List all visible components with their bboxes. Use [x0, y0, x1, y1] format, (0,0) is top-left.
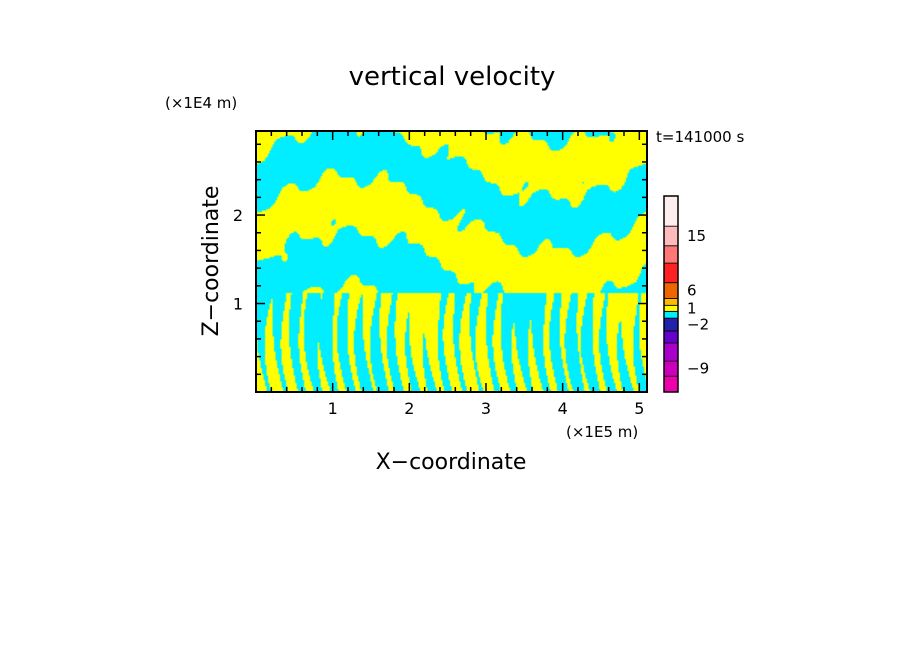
time-label: t=141000 s	[656, 128, 744, 146]
x-axis-label: X−coordinate	[376, 450, 527, 475]
colorbar-band	[663, 225, 679, 247]
axes: 1 2 3 4 5 1 2	[233, 130, 648, 418]
x-unit-label: (×1E5 m)	[566, 423, 638, 441]
contour-field	[256, 131, 647, 392]
colorbar-band	[663, 360, 679, 377]
x-tick-label: 1	[328, 399, 338, 418]
colorbar: 15 61−2 −9	[663, 195, 709, 393]
colorbar-frame	[663, 195, 679, 393]
contour-image	[256, 131, 647, 392]
colorbar-label: 6	[687, 282, 697, 300]
colorbar-band	[663, 245, 679, 264]
colorbar-band	[663, 342, 679, 362]
colorbar-label: −9	[687, 360, 709, 378]
colorbar-band	[663, 375, 679, 393]
colorbar-band	[663, 317, 679, 332]
colorbar-label: 1	[687, 299, 697, 317]
colorbar-band	[663, 282, 679, 299]
y-unit-label: (×1E4 m)	[165, 94, 237, 112]
colorbar-band	[663, 262, 679, 284]
y-axis-label: Z−coordinate	[199, 186, 224, 337]
colorbar-label: 15	[687, 227, 706, 245]
colorbar-band	[663, 304, 679, 312]
y-tick-label: 2	[233, 206, 243, 225]
colorbar-band	[663, 195, 679, 227]
colorbar-band	[663, 310, 679, 319]
x-tick-label: 2	[404, 399, 414, 418]
y-tick-label: 1	[233, 295, 243, 314]
x-tick-label: 4	[558, 399, 568, 418]
colorbar-label: −2	[687, 316, 709, 334]
x-tick-label: 3	[481, 399, 491, 418]
chart-title: vertical velocity	[349, 62, 556, 92]
plot-frame	[255, 130, 648, 393]
x-tick-label: 5	[634, 399, 644, 418]
colorbar-band	[663, 330, 679, 344]
colorbar-band	[663, 298, 679, 306]
